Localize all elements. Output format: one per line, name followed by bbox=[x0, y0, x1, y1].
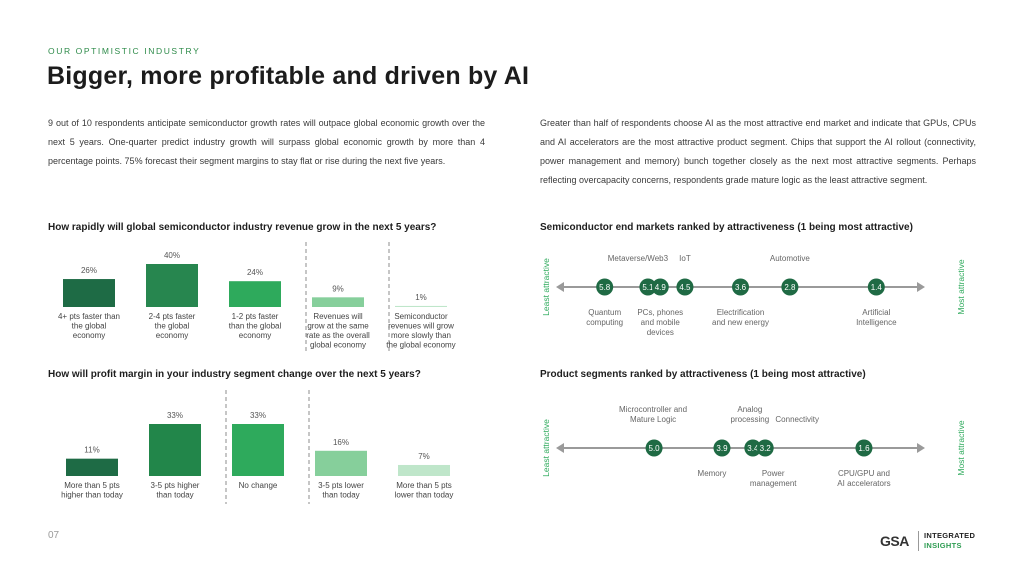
score-dot-2 bbox=[639, 278, 657, 296]
score-value-3: 4.9 bbox=[655, 283, 667, 292]
intro-paragraph-right: Greater than half of respondents choose … bbox=[540, 118, 976, 185]
right-arrow-icon bbox=[917, 282, 925, 292]
category-label-3: 1-2 pts faster than the global economy bbox=[229, 312, 282, 340]
left-arrow-icon bbox=[556, 282, 564, 292]
category-label-5: More than 5 pts lower than today bbox=[395, 481, 454, 500]
most-attractive-label: Most attractive bbox=[956, 259, 966, 315]
bar-value-label-4: 9% bbox=[332, 284, 344, 293]
score-value-6: 1.6 bbox=[858, 444, 870, 453]
score-value-4: 3.2 bbox=[760, 444, 772, 453]
bar-value-label-1: 26% bbox=[81, 266, 97, 275]
score-value-1: 5.0 bbox=[649, 444, 661, 453]
logo-divider bbox=[918, 531, 919, 551]
logo-mark: GSA bbox=[880, 533, 909, 549]
bar-1 bbox=[66, 458, 118, 476]
bar-value-label-2: 40% bbox=[164, 251, 180, 260]
most-attractive-label: Most attractive bbox=[956, 420, 966, 476]
score-value-2: 5.1 bbox=[642, 283, 654, 292]
score-dot-2 bbox=[713, 439, 731, 457]
bar-value-label-3: 24% bbox=[247, 268, 263, 277]
score-dot-6 bbox=[781, 278, 799, 296]
bar-3 bbox=[229, 281, 281, 307]
score-value-4: 4.5 bbox=[679, 283, 691, 292]
profit-margin-chart-title: How will profit margin in your industry … bbox=[48, 369, 421, 380]
bar-1 bbox=[63, 279, 115, 307]
bar-2 bbox=[146, 264, 198, 307]
least-attractive-label: Least attractive bbox=[541, 258, 551, 316]
bar-value-label-4: 16% bbox=[333, 438, 349, 447]
point-name-3: PCs, phones and mobile devices bbox=[637, 308, 683, 337]
score-value-6: 2.8 bbox=[784, 283, 796, 292]
score-dot-4 bbox=[676, 278, 694, 296]
bar-value-label-2: 33% bbox=[167, 411, 183, 420]
score-dot-3 bbox=[744, 439, 762, 457]
score-dot-7 bbox=[867, 278, 885, 296]
point-name-1: Quantum computing bbox=[586, 308, 623, 327]
category-label-1: 4+ pts faster than the global economy bbox=[58, 312, 120, 340]
category-label-5: Semiconductor revenues will grow more slow… bbox=[386, 312, 455, 350]
section-kicker: OUR OPTIMISTIC INDUSTRY bbox=[48, 46, 201, 56]
score-value-2: 3.9 bbox=[716, 444, 728, 453]
category-label-4: 3-5 pts lower than today bbox=[318, 481, 364, 500]
bar-5 bbox=[398, 464, 450, 476]
product-segments-chart: Least attractive Most attractive 5.0 Microc… bbox=[541, 405, 966, 488]
score-dot-1 bbox=[596, 278, 614, 296]
score-value-5: 3.6 bbox=[735, 283, 747, 292]
point-name-1: Microcontroller and Mature Logic bbox=[619, 405, 687, 424]
right-arrow-icon bbox=[917, 443, 925, 453]
page-title: Bigger, more profitable and driven by AI bbox=[47, 62, 530, 90]
bar-3 bbox=[232, 424, 284, 476]
profit-margin-chart: 11% More than 5 pts higher than today 33% 3-… bbox=[61, 390, 454, 504]
logo-text-line1: INTEGRATED bbox=[924, 531, 976, 540]
score-value-7: 1.4 bbox=[871, 283, 883, 292]
score-dot-5 bbox=[732, 278, 749, 296]
end-markets-chart-title: Semiconductor end markets ranked by attr… bbox=[540, 222, 913, 233]
score-dot-3 bbox=[651, 278, 669, 296]
score-dot-6 bbox=[855, 439, 873, 457]
revenue-growth-chart-title: How rapidly will global semiconductor in… bbox=[48, 222, 437, 233]
score-dot-4 bbox=[756, 439, 774, 457]
bar-2 bbox=[149, 424, 201, 476]
point-name-2: Metaverse/Web3 bbox=[608, 254, 669, 263]
point-name-7: Artificial Intelligence bbox=[856, 308, 897, 327]
score-dot-1 bbox=[645, 439, 663, 457]
point-name-4: Power management bbox=[750, 469, 797, 488]
category-label-1: More than 5 pts higher than today bbox=[61, 481, 123, 500]
bar-value-label-1: 11% bbox=[84, 446, 99, 455]
bar-value-label-5: 7% bbox=[418, 452, 430, 461]
category-label-4: Revenues will grow at the same rate as the… bbox=[306, 312, 370, 350]
end-markets-chart: Least attractive Most attractive 5.8 Quantu… bbox=[541, 254, 966, 337]
score-value-1: 5.8 bbox=[599, 283, 611, 292]
revenue-growth-chart: 26% 4+ pts faster than the global economy 40… bbox=[58, 242, 456, 354]
logo-text-line2: INSIGHTS bbox=[924, 541, 962, 550]
point-name-4: IoT bbox=[679, 254, 691, 263]
least-attractive-label: Least attractive bbox=[541, 419, 551, 477]
product-segments-chart-title: Product segments ranked by attractivenes… bbox=[540, 369, 866, 380]
bar-value-label-5: 1% bbox=[415, 293, 427, 302]
point-name-6: CPU/GPU and AI accelerators bbox=[837, 469, 890, 488]
intro-paragraph-left: 9 out of 10 respondents anticipate semic… bbox=[48, 118, 485, 166]
point-name-5: Electrification and new energy bbox=[712, 308, 769, 327]
left-arrow-icon bbox=[556, 443, 564, 453]
category-label-2: 3-5 pts higher than today bbox=[151, 481, 200, 500]
page-number: 07 bbox=[48, 530, 60, 541]
point-name-3: Analog processing bbox=[731, 405, 770, 424]
point-name-5: Connectivity bbox=[775, 415, 819, 424]
category-label-2: 2-4 pts faster the global economy bbox=[149, 312, 196, 340]
category-label-3: No change bbox=[239, 481, 278, 490]
bar-5 bbox=[395, 305, 447, 307]
bar-value-label-3: 33% bbox=[250, 411, 266, 420]
point-name-6: Automotive bbox=[770, 254, 811, 263]
bar-4 bbox=[315, 450, 367, 476]
score-value-3: 3.4 bbox=[747, 444, 759, 453]
gsa-integrated-insights-logo: GSA INTEGRATED INSIGHTS bbox=[880, 531, 980, 551]
point-name-2: Memory bbox=[698, 469, 727, 478]
bar-4 bbox=[312, 297, 364, 307]
